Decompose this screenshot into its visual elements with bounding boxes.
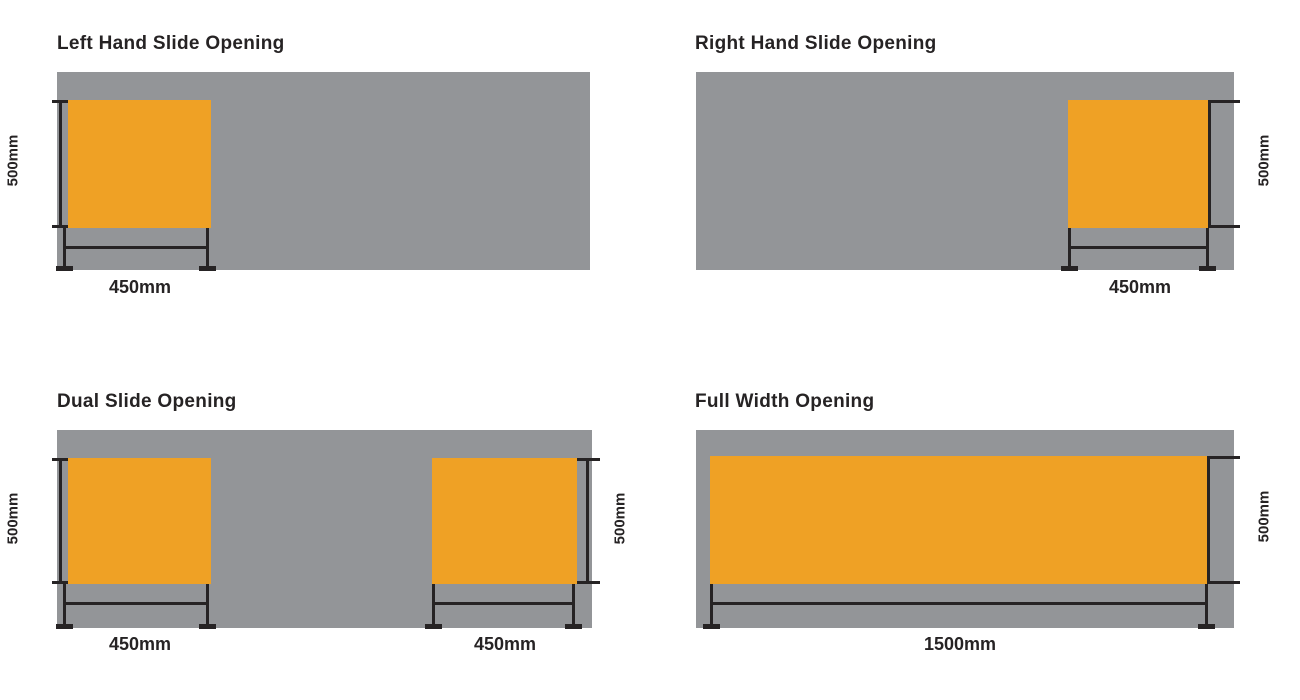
dimension-extension-line xyxy=(63,584,66,629)
height-dimension-label: 500mm xyxy=(4,492,22,544)
height-dimension-label: 500mm xyxy=(4,134,22,186)
dimension-foot-tick xyxy=(565,624,582,629)
dimension-tick xyxy=(1211,100,1240,103)
height-dimension-label: 500mm xyxy=(1255,490,1273,542)
dimension-extension-line xyxy=(1206,228,1209,271)
opening-highlight xyxy=(68,458,211,584)
dimension-tick xyxy=(52,225,68,228)
dimension-foot-tick xyxy=(1061,266,1078,271)
panel-title-top-right: Right Hand Slide Opening xyxy=(695,33,937,54)
dimension-line xyxy=(63,602,209,605)
width-dimension-label: 450mm xyxy=(473,634,537,654)
opening-highlight xyxy=(68,100,211,228)
dimension-extension-line xyxy=(1205,584,1208,629)
dimension-extension-line xyxy=(1068,228,1071,271)
dimension-tick xyxy=(52,458,68,461)
opening-highlight xyxy=(710,456,1210,584)
width-dimension-label: 1500mm xyxy=(923,634,997,654)
opening-highlight xyxy=(432,458,577,584)
width-dimension-label: 450mm xyxy=(108,634,172,654)
width-dimension-label: 450mm xyxy=(108,277,172,297)
width-dimension-label: 450mm xyxy=(1108,277,1172,297)
dimension-extension-line xyxy=(432,584,435,629)
opening-highlight xyxy=(1068,100,1211,228)
panel-title-bottom-right: Full Width Opening xyxy=(695,391,875,412)
dimension-line xyxy=(63,246,209,249)
dimension-foot-tick xyxy=(425,624,442,629)
dimension-foot-tick xyxy=(1199,266,1216,271)
dimension-tick xyxy=(1210,581,1240,584)
dimension-tick xyxy=(577,581,600,584)
dimension-foot-tick xyxy=(199,624,216,629)
dimension-extension-line xyxy=(59,458,62,584)
dimension-extension-line xyxy=(1207,456,1210,584)
dimension-foot-tick xyxy=(56,624,73,629)
dimension-foot-tick xyxy=(1198,624,1215,629)
dimension-extension-line xyxy=(206,584,209,629)
dimension-tick xyxy=(52,581,68,584)
dimension-foot-tick xyxy=(199,266,216,271)
dimension-tick xyxy=(1211,225,1240,228)
panel-title-bottom-left: Dual Slide Opening xyxy=(57,391,237,412)
dimension-tick xyxy=(577,458,600,461)
dimension-extension-line xyxy=(586,458,589,584)
dimension-extension-line xyxy=(572,584,575,629)
dimension-extension-line xyxy=(1208,100,1211,228)
dimension-extension-line xyxy=(206,228,209,271)
dimension-tick xyxy=(1210,456,1240,459)
dimension-line xyxy=(432,602,575,605)
dimension-line xyxy=(710,602,1208,605)
height-dimension-label: 500mm xyxy=(611,492,629,544)
dimension-extension-line xyxy=(710,584,713,629)
dimension-foot-tick xyxy=(703,624,720,629)
panel-title-top-left: Left Hand Slide Opening xyxy=(57,33,285,54)
dimension-foot-tick xyxy=(56,266,73,271)
dimension-tick xyxy=(52,100,68,103)
dimension-extension-line xyxy=(63,228,66,271)
dimension-line xyxy=(1068,246,1209,249)
dimension-extension-line xyxy=(59,100,62,228)
height-dimension-label: 500mm xyxy=(1255,134,1273,186)
